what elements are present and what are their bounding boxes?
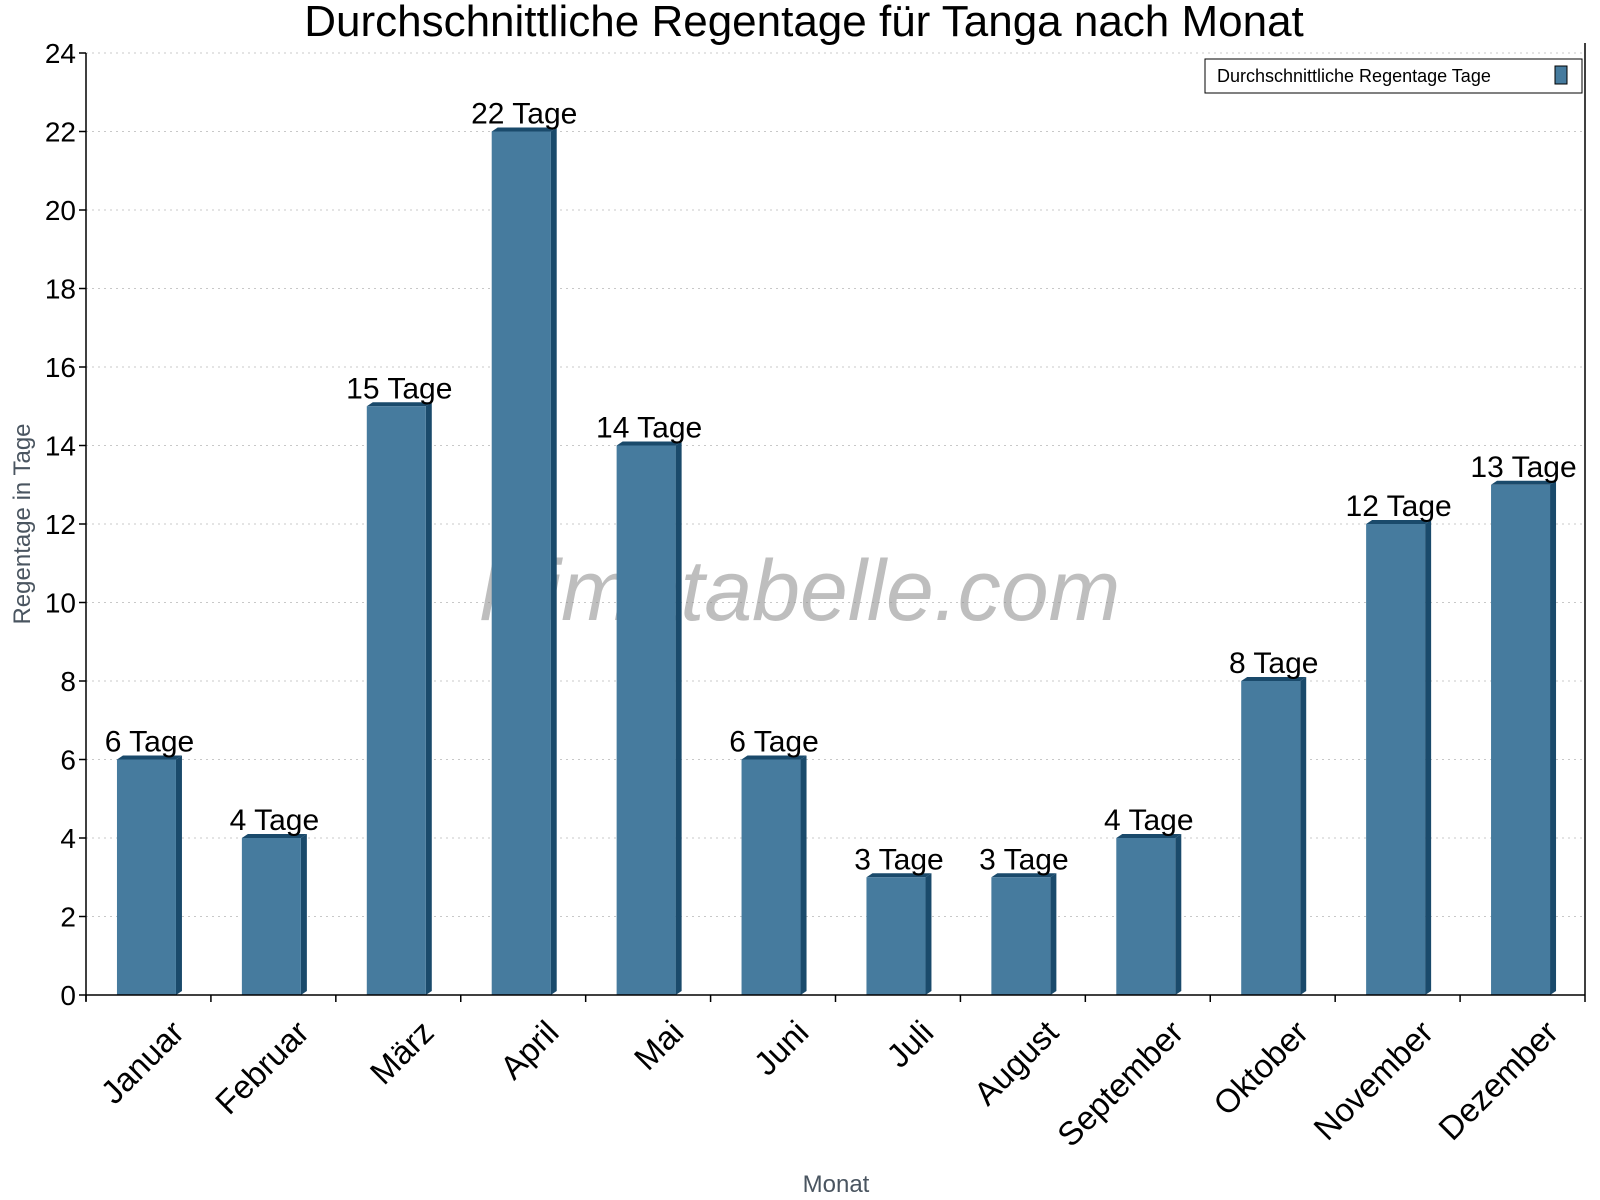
bar-group: 15 Tage bbox=[346, 372, 452, 995]
bar-side bbox=[925, 873, 932, 995]
bar-top bbox=[866, 873, 932, 878]
watermark: klimatabelle.com bbox=[480, 543, 1120, 639]
y-tick-label: 20 bbox=[45, 195, 76, 226]
y-tick-label: 8 bbox=[60, 666, 76, 697]
x-tick-label: Juli bbox=[879, 1013, 940, 1074]
data-label: 22 Tage bbox=[471, 98, 577, 131]
bar-group: 4 Tage bbox=[1104, 804, 1194, 995]
grid-lines bbox=[86, 52, 1585, 917]
bar-group: 3 Tage bbox=[854, 843, 944, 995]
bar-side bbox=[1300, 677, 1307, 995]
chart-title: Durchschnittliche Regentage für Tanga na… bbox=[304, 0, 1304, 46]
data-label: 14 Tage bbox=[596, 412, 702, 445]
y-tick-label: 14 bbox=[45, 431, 76, 462]
x-tick-label: Dezember bbox=[1431, 1013, 1565, 1147]
legend-label: Durchschnittliche Regentage Tage bbox=[1217, 66, 1491, 86]
bar-top bbox=[366, 402, 432, 407]
bar-group: 6 Tage bbox=[105, 726, 195, 995]
bar-side bbox=[1550, 480, 1557, 995]
bar bbox=[741, 759, 801, 995]
bar-top bbox=[1366, 520, 1432, 524]
bar bbox=[1116, 838, 1176, 995]
bar-top bbox=[1116, 834, 1182, 838]
bar-group: 4 Tage bbox=[230, 804, 320, 995]
x-tick-label: Januar bbox=[93, 1013, 191, 1111]
bar-group: 22 Tage bbox=[471, 98, 577, 995]
bar bbox=[491, 131, 551, 995]
bar-side bbox=[175, 755, 182, 995]
x-tick-label: August bbox=[967, 1013, 1066, 1112]
bar bbox=[1491, 484, 1551, 995]
y-tick-label: 16 bbox=[45, 352, 76, 383]
x-tick-label: September bbox=[1050, 1013, 1190, 1153]
y-tick-label: 10 bbox=[45, 588, 76, 619]
bars: 6 Tage 4 Tage 15 Tage 22 Tage 14 Tage 6 Tage 3… bbox=[105, 98, 1577, 995]
y-tick-label: 0 bbox=[60, 980, 76, 1011]
bar bbox=[866, 877, 926, 995]
bar-group: 12 Tage bbox=[1346, 490, 1452, 995]
legend-swatch bbox=[1554, 65, 1568, 85]
x-tick-label: Februar bbox=[208, 1013, 316, 1121]
bar-side bbox=[425, 402, 432, 995]
bar-group: 14 Tage bbox=[596, 412, 702, 995]
bar-side bbox=[1050, 873, 1057, 995]
data-label: 4 Tage bbox=[230, 804, 320, 837]
bar-top bbox=[116, 755, 182, 760]
bar-top bbox=[491, 127, 557, 132]
x-tick-label: November bbox=[1306, 1013, 1440, 1147]
bar-top bbox=[241, 834, 307, 838]
data-label: 12 Tage bbox=[1346, 490, 1452, 523]
y-tick-label: 2 bbox=[60, 902, 76, 933]
x-tick-label: Oktober bbox=[1206, 1013, 1315, 1122]
y-tick-label: 12 bbox=[45, 509, 76, 540]
bar-top bbox=[616, 441, 682, 446]
bar-side bbox=[1175, 834, 1182, 995]
y-tick-label: 6 bbox=[60, 745, 76, 776]
bar-side bbox=[550, 127, 557, 995]
x-tick-label: Mai bbox=[627, 1013, 691, 1077]
bar-side bbox=[675, 441, 682, 995]
bar-side bbox=[1425, 520, 1432, 995]
bar-group: 13 Tage bbox=[1470, 451, 1577, 995]
y-tick-label: 18 bbox=[45, 274, 76, 305]
data-label: 8 Tage bbox=[1229, 647, 1319, 680]
bar bbox=[616, 445, 676, 995]
data-label: 15 Tage bbox=[346, 372, 452, 405]
y-tick-label: 22 bbox=[45, 117, 76, 148]
bar-side bbox=[800, 755, 807, 995]
y-tick-label: 24 bbox=[45, 38, 76, 69]
legend: Durchschnittliche Regentage Tage bbox=[1204, 58, 1583, 94]
bar-top bbox=[1491, 480, 1557, 485]
bar-group: 8 Tage bbox=[1229, 647, 1319, 995]
bar bbox=[116, 759, 176, 995]
bar bbox=[1241, 681, 1301, 995]
bar bbox=[366, 406, 426, 995]
bar-top bbox=[991, 873, 1057, 878]
y-axis-label: Regentage in Tage bbox=[9, 423, 36, 624]
data-label: 13 Tage bbox=[1470, 451, 1576, 484]
data-label: 4 Tage bbox=[1104, 804, 1194, 837]
bar bbox=[1366, 524, 1426, 995]
x-tick-label: Juni bbox=[747, 1013, 816, 1082]
bar-group: 3 Tage bbox=[979, 843, 1069, 995]
bar bbox=[991, 877, 1051, 995]
data-label: 6 Tage bbox=[105, 726, 195, 759]
data-label: 3 Tage bbox=[979, 843, 1069, 876]
bar-group: 6 Tage bbox=[729, 726, 819, 995]
x-axis-label: Monat bbox=[803, 1171, 870, 1198]
x-tick-label: April bbox=[493, 1013, 566, 1086]
x-tick-label: März bbox=[363, 1013, 441, 1091]
bar-side bbox=[300, 834, 307, 995]
bar-top bbox=[741, 755, 807, 760]
bar-top bbox=[1241, 677, 1307, 681]
data-label: 6 Tage bbox=[729, 726, 819, 759]
bar bbox=[241, 838, 301, 995]
y-tick-label: 4 bbox=[60, 823, 76, 854]
data-label: 3 Tage bbox=[854, 843, 944, 876]
